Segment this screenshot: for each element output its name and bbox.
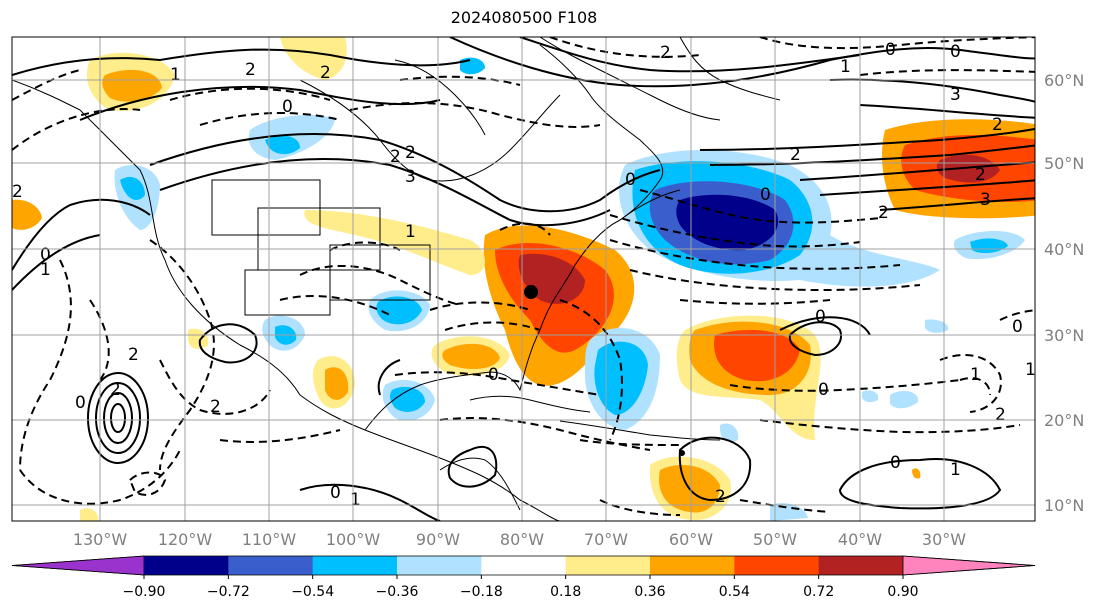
colorbar-tick-label: 0.90 bbox=[887, 584, 918, 600]
contour-label: 0 bbox=[40, 245, 51, 265]
colorbar-bin bbox=[228, 556, 314, 575]
contour-label: 2 bbox=[715, 487, 726, 507]
contour-label: 2 bbox=[12, 182, 23, 202]
storm-center-marker bbox=[524, 285, 538, 299]
colorbar-bin bbox=[481, 556, 567, 575]
contour-label: 3 bbox=[405, 167, 416, 187]
gridlines bbox=[12, 37, 1035, 521]
contour-label: 2 bbox=[110, 380, 121, 400]
contour-label: 0 bbox=[885, 40, 896, 60]
contour-label: 1 bbox=[1025, 360, 1036, 380]
lon-label: 120°W bbox=[158, 530, 213, 549]
contour-label: 0 bbox=[818, 380, 829, 400]
contour-label: 2 bbox=[210, 397, 221, 417]
contour-label: 0 bbox=[330, 483, 341, 503]
colorbar-bin bbox=[565, 556, 651, 575]
map-frame bbox=[11, 36, 1036, 522]
colorbar-tick-label: −0.36 bbox=[376, 584, 419, 600]
colorbar-tick-label: 0.36 bbox=[634, 584, 665, 600]
contour-label: 0 bbox=[760, 185, 771, 205]
contour-label: 0 bbox=[815, 307, 826, 327]
contour-label: 2 bbox=[245, 60, 256, 80]
contour-label: 2 bbox=[790, 145, 801, 165]
contour-label: 0 bbox=[488, 365, 499, 385]
contour-label: 0 bbox=[1012, 317, 1023, 337]
contour-label: 2 bbox=[975, 165, 986, 185]
contour-label: 1 bbox=[170, 65, 181, 85]
contour-label: 2 bbox=[405, 143, 416, 163]
contour-label: 2 bbox=[320, 63, 331, 83]
longitude-labels: 130°W 120°W 110°W 100°W 90°W 80°W 70°W 6… bbox=[73, 530, 966, 549]
contour-label: 1 bbox=[40, 260, 51, 280]
colorbar-bin bbox=[818, 556, 904, 575]
lon-label: 90°W bbox=[416, 530, 460, 549]
latitude-labels: 60°N 50°N 40°N 30°N 20°N 10°N bbox=[1044, 71, 1084, 515]
contour-lines bbox=[12, 37, 1035, 521]
map-title: 2024080500 F108 bbox=[450, 8, 598, 27]
colorbar-tick-label: −0.72 bbox=[207, 584, 250, 600]
lon-label: 110°W bbox=[242, 530, 297, 549]
lat-label: 30°N bbox=[1044, 326, 1084, 345]
contour-label: 3 bbox=[980, 190, 991, 210]
colorbar-bin bbox=[734, 556, 820, 575]
lat-label: 10°N bbox=[1044, 496, 1084, 515]
colorbar-bin bbox=[650, 556, 735, 575]
lat-label: 40°N bbox=[1044, 240, 1084, 259]
colorbar-extend-max bbox=[902, 555, 1036, 576]
colorbar-tick-label: −0.18 bbox=[460, 584, 503, 600]
contour-label: 1 bbox=[405, 222, 416, 242]
contour-label: 1 bbox=[970, 365, 981, 385]
contour-label: 2 bbox=[128, 345, 139, 365]
contour-label: 0 bbox=[890, 453, 901, 473]
colorbar-tick-label: −0.90 bbox=[123, 584, 166, 600]
colorbar-bin bbox=[397, 556, 482, 575]
lon-label: 40°W bbox=[838, 530, 882, 549]
lon-label: 130°W bbox=[73, 530, 128, 549]
colorbar-extend-min bbox=[11, 555, 145, 576]
colorbar-tick-label: 0.54 bbox=[719, 584, 750, 600]
lon-label: 70°W bbox=[584, 530, 628, 549]
contour-label: 2 bbox=[995, 405, 1006, 425]
colorbar-tick-label: 0.18 bbox=[550, 584, 581, 600]
contour-label: 2 bbox=[878, 203, 889, 223]
lat-label: 20°N bbox=[1044, 411, 1084, 430]
contour-label: 0 bbox=[75, 393, 86, 413]
lon-label: 50°W bbox=[753, 530, 797, 549]
lat-label: 60°N bbox=[1044, 71, 1084, 90]
contour-label: 1 bbox=[950, 460, 961, 480]
contour-label: 0 bbox=[950, 42, 961, 62]
lon-label: 60°W bbox=[669, 530, 713, 549]
contour-label: 1 bbox=[350, 490, 361, 510]
contour-label: 3 bbox=[950, 85, 961, 105]
colorbar-tick-label: 0.72 bbox=[803, 584, 834, 600]
contour-label: 2 bbox=[660, 43, 671, 63]
colorbar-tick-label: −0.54 bbox=[291, 584, 334, 600]
contour-label: 0 bbox=[625, 170, 636, 190]
contour-label: 0 bbox=[282, 97, 293, 117]
contour-labels: 2 1 2 0 2 2 3 0 1 3 2 0 2 3 2 2 0 1 0 2 … bbox=[12, 40, 1036, 510]
lon-label: 80°W bbox=[500, 530, 544, 549]
point-marker bbox=[679, 450, 685, 456]
contour-label: 1 bbox=[840, 57, 851, 77]
colorbar: −0.90 −0.72 −0.54 −0.36 −0.18 0.18 0.36 0.54 0.7… bbox=[11, 555, 1036, 600]
contour-label: 2 bbox=[390, 147, 401, 167]
colorbar-bin bbox=[312, 556, 398, 575]
contour-label: 2 bbox=[992, 115, 1003, 135]
lon-label: 30°W bbox=[922, 530, 966, 549]
lat-label: 50°N bbox=[1044, 154, 1084, 173]
colorbar-bin bbox=[144, 556, 229, 575]
lon-label: 100°W bbox=[326, 530, 381, 549]
